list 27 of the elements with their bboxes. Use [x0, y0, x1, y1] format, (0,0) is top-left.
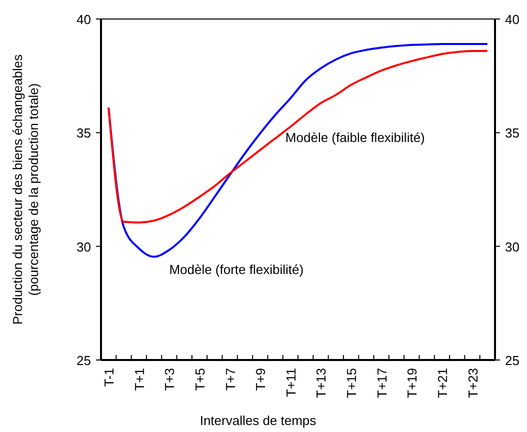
x-tick-label: T+1 — [132, 368, 147, 391]
x-axis-title: Intervalles de temps — [200, 413, 317, 428]
x-tick-label: T+21 — [434, 368, 450, 398]
y2-tick-label: 40 — [505, 12, 520, 27]
x-tick-label: T+5 — [192, 368, 208, 391]
series-label: Modèle (forte flexibilité) — [169, 262, 304, 277]
x-tick-label: T+9 — [253, 368, 268, 391]
series-label: Modèle (faible flexibilité) — [285, 130, 425, 145]
x-tick-label: T+15 — [344, 368, 360, 398]
y2-tick-label: 25 — [505, 353, 520, 368]
y-tick-label: 40 — [76, 12, 91, 27]
y2-tick-label: 35 — [505, 126, 520, 141]
x-tick-label: T+13 — [314, 368, 329, 398]
line-series — [108, 43, 488, 258]
y-axis-title: Production du secteur des biens échangeables (pourcentage de la production totale) — [10, 54, 41, 325]
x-tick-label: T+17 — [374, 368, 390, 398]
y2-tick-label: 30 — [505, 239, 520, 254]
x-tick-label: T+3 — [162, 368, 178, 391]
x-tick-label: T-1 — [102, 368, 117, 387]
y-tick-label: 35 — [76, 126, 91, 141]
x-tick-label: T+7 — [222, 368, 238, 391]
y-tick-label: 25 — [76, 353, 91, 368]
x-tick-label: T+23 — [465, 368, 480, 398]
x-tick-label: T+19 — [404, 368, 420, 398]
line-series — [108, 50, 488, 224]
x-tick-label: T+11 — [283, 368, 298, 398]
y-tick-label: 30 — [76, 239, 91, 254]
